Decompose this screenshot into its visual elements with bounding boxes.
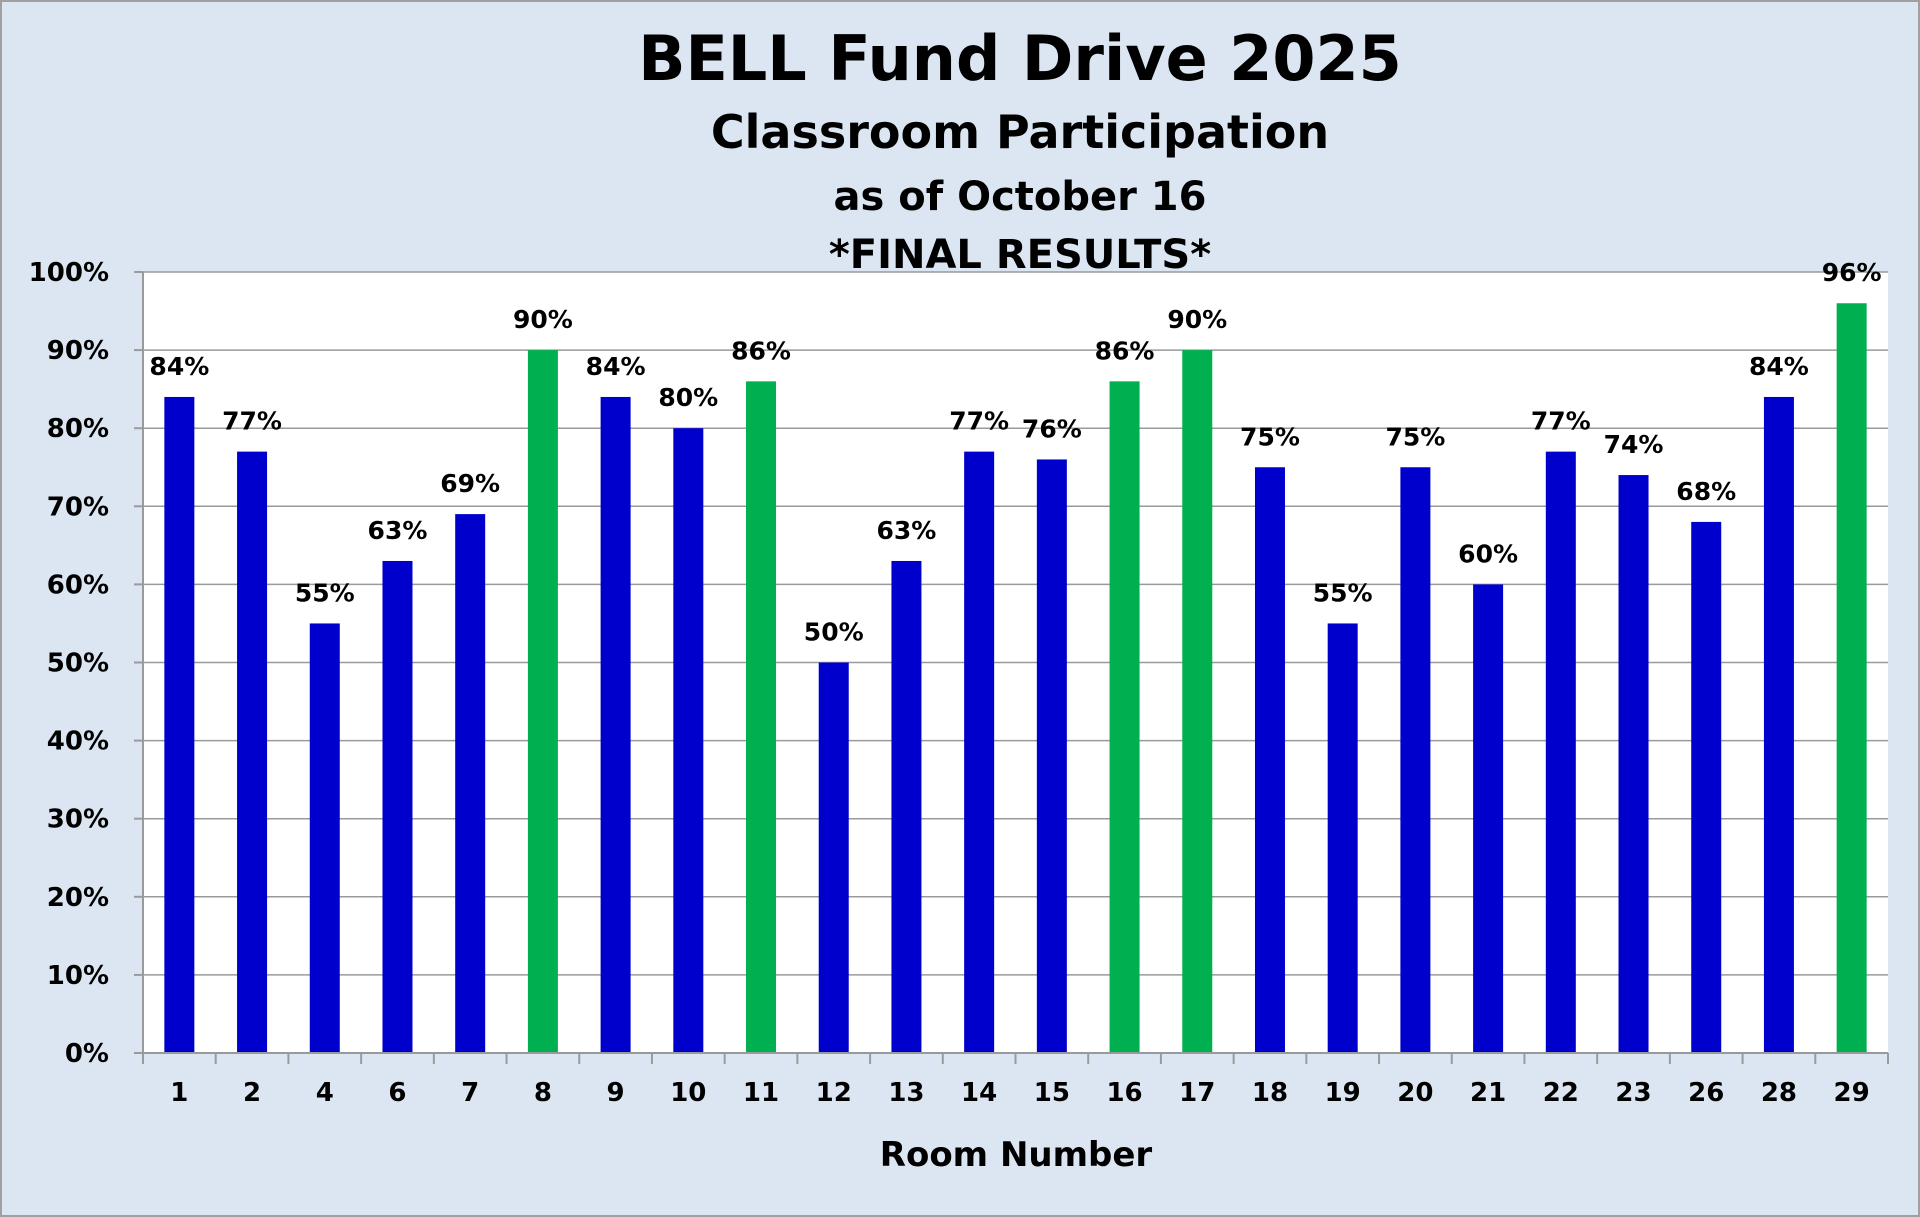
y-tick-label: 90% [47, 336, 109, 366]
bar-room-7 [455, 514, 486, 1053]
x-tick-label: 15 [1034, 1078, 1070, 1108]
data-label: 55% [295, 578, 355, 607]
bar-room-14 [964, 451, 995, 1053]
bar-room-21 [1473, 584, 1504, 1053]
bar-room-11 [746, 381, 777, 1054]
x-tick-label: 2 [243, 1078, 261, 1108]
data-label: 75% [1240, 422, 1300, 451]
bar-room-2 [237, 451, 268, 1053]
y-tick-label: 40% [47, 727, 109, 757]
bar-room-29 [1836, 303, 1867, 1053]
y-tick-label: 50% [47, 649, 109, 679]
data-label: 63% [877, 516, 937, 545]
y-tick-label: 60% [47, 570, 109, 600]
x-tick-label: 20 [1397, 1078, 1433, 1108]
bar-room-26 [1691, 521, 1722, 1053]
chart-title: BELL Fund Drive 2025 [638, 22, 1402, 95]
data-label: 90% [513, 305, 573, 334]
bar-room-10 [673, 428, 704, 1053]
data-label: 90% [1167, 305, 1227, 334]
x-tick-label: 14 [961, 1078, 997, 1108]
x-tick-label: 23 [1615, 1078, 1651, 1108]
bar-room-13 [891, 560, 922, 1053]
x-tick-label: 10 [670, 1078, 706, 1108]
data-label: 86% [731, 336, 791, 365]
data-label: 50% [804, 618, 864, 647]
bar-room-4 [309, 623, 340, 1053]
data-label: 77% [949, 407, 1009, 436]
data-label: 74% [1604, 430, 1664, 459]
data-label: 69% [440, 469, 500, 498]
x-tick-label: 11 [743, 1078, 779, 1108]
bar-room-12 [818, 662, 849, 1053]
y-tick-label: 80% [47, 414, 109, 444]
chart-subtitle-3: *FINAL RESULTS* [829, 232, 1211, 278]
bar-room-20 [1400, 467, 1431, 1053]
data-label: 55% [1313, 578, 1373, 607]
bar-room-28 [1763, 396, 1794, 1054]
data-label: 75% [1385, 422, 1445, 451]
x-tick-label: 22 [1543, 1078, 1579, 1108]
data-label: 84% [586, 352, 646, 381]
data-label: 80% [658, 383, 718, 412]
bar-room-16 [1109, 381, 1140, 1054]
data-label: 63% [368, 516, 428, 545]
x-tick-label: 16 [1106, 1078, 1142, 1108]
x-tick-label: 17 [1179, 1078, 1215, 1108]
x-axis-label: Room Number [880, 1135, 1153, 1175]
chart-subtitle-1: Classroom Participation [711, 105, 1329, 159]
x-tick-label: 9 [607, 1078, 625, 1108]
x-tick-label: 19 [1325, 1078, 1361, 1108]
x-tick-label: 8 [534, 1078, 552, 1108]
data-label: 86% [1095, 336, 1155, 365]
y-tick-label: 30% [47, 805, 109, 835]
x-tick-label: 6 [388, 1078, 406, 1108]
bar-room-1 [164, 396, 195, 1054]
x-tick-label: 1 [170, 1078, 188, 1108]
x-tick-label: 26 [1688, 1078, 1724, 1108]
bar-room-8 [527, 350, 558, 1054]
data-label: 84% [149, 352, 209, 381]
data-label: 77% [1531, 407, 1591, 436]
chart-subtitle-2: as of October 16 [834, 174, 1207, 220]
bar-room-17 [1182, 350, 1213, 1054]
data-label: 76% [1022, 414, 1082, 443]
data-label: 96% [1822, 258, 1882, 287]
bar-room-18 [1254, 467, 1285, 1053]
x-tick-label: 21 [1470, 1078, 1506, 1108]
bar-room-15 [1036, 459, 1067, 1053]
data-label: 84% [1749, 352, 1809, 381]
y-tick-label: 20% [47, 883, 109, 913]
data-label: 60% [1458, 539, 1518, 568]
x-tick-label: 13 [888, 1078, 924, 1108]
data-label: 77% [222, 407, 282, 436]
y-tick-label: 0% [65, 1039, 109, 1069]
bar-room-19 [1327, 623, 1358, 1053]
bar-room-22 [1545, 451, 1576, 1053]
y-tick-label: 10% [47, 961, 109, 991]
x-tick-label: 29 [1834, 1078, 1870, 1108]
x-tick-label: 4 [316, 1078, 334, 1108]
x-tick-label: 7 [461, 1078, 479, 1108]
y-tick-label: 70% [47, 492, 109, 522]
data-label: 68% [1676, 477, 1736, 506]
x-tick-label: 18 [1252, 1078, 1288, 1108]
y-tick-label: 100% [29, 258, 109, 288]
bar-room-6 [382, 560, 413, 1053]
bar-room-23 [1618, 475, 1649, 1053]
x-tick-label: 28 [1761, 1078, 1797, 1108]
x-tick-label: 12 [816, 1078, 852, 1108]
bar-room-9 [600, 396, 631, 1054]
